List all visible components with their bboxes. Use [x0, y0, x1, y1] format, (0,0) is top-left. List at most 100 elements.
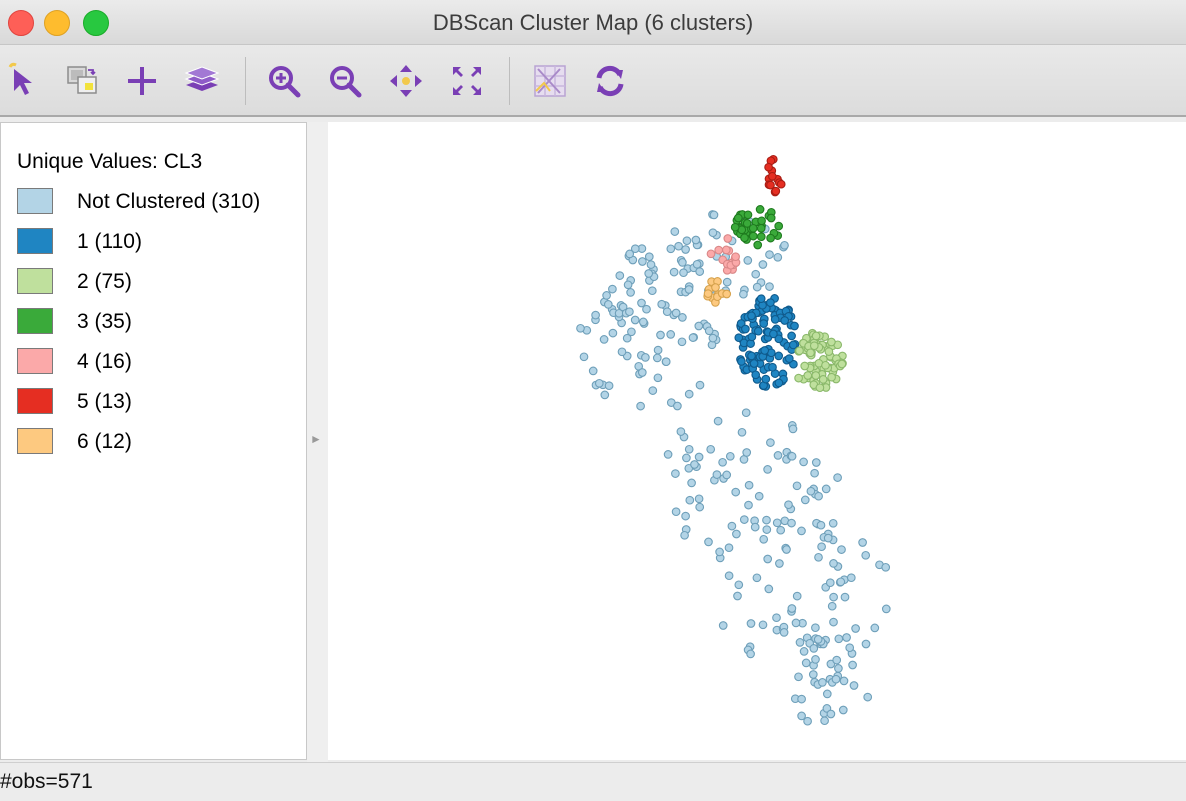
map-point-cluster-1[interactable] — [780, 316, 790, 325]
map-point-not-clustered[interactable] — [691, 235, 701, 245]
map-point-not-clustered[interactable] — [594, 378, 604, 388]
map-point-not-clustered[interactable] — [638, 317, 648, 327]
map-point-not-clustered[interactable] — [734, 580, 744, 590]
map-point-not-clustered[interactable] — [694, 321, 704, 331]
map-point-not-clustered[interactable] — [752, 282, 762, 292]
map-point-not-clustered[interactable] — [801, 658, 811, 668]
map-point-cluster-3[interactable] — [748, 231, 758, 241]
map-point-not-clustered[interactable] — [744, 500, 753, 510]
map-point-not-clustered[interactable] — [765, 250, 774, 259]
map-point-not-clustered[interactable] — [678, 313, 687, 322]
map-point-cluster-1[interactable] — [769, 329, 778, 339]
map-point-cluster-1[interactable] — [737, 357, 746, 366]
map-point-not-clustered[interactable] — [739, 289, 748, 299]
map-point-not-clustered[interactable] — [724, 571, 734, 581]
map-point-not-clustered[interactable] — [674, 241, 683, 251]
map-point-cluster-2[interactable] — [800, 361, 810, 371]
map-point-not-clustered[interactable] — [671, 308, 681, 318]
map-point-cluster-1[interactable] — [766, 298, 775, 307]
map-point-not-clustered[interactable] — [718, 621, 728, 630]
map-point-not-clustered[interactable] — [694, 494, 704, 504]
map-point-cluster-1[interactable] — [774, 351, 784, 361]
map-point-not-clustered[interactable] — [797, 694, 806, 704]
map-point-not-clustered[interactable] — [671, 469, 680, 478]
map-point-not-clustered[interactable] — [808, 670, 818, 679]
map-point-cluster-2[interactable] — [803, 371, 813, 380]
window-minimize-button[interactable] — [44, 10, 70, 36]
map-point-not-clustered[interactable] — [832, 655, 842, 665]
map-point-cluster-4[interactable] — [721, 245, 731, 255]
map-point-not-clustered[interactable] — [636, 401, 645, 411]
map-point-not-clustered[interactable] — [881, 562, 891, 572]
map-point-not-clustered[interactable] — [846, 573, 856, 583]
map-point-cluster-2[interactable] — [806, 348, 815, 358]
map-point-cluster-2[interactable] — [809, 341, 819, 351]
map-point-not-clustered[interactable] — [637, 298, 646, 308]
map-point-not-clustered[interactable] — [742, 448, 752, 457]
map-point-not-clustered[interactable] — [722, 277, 732, 287]
map-point-not-clustered[interactable] — [713, 416, 723, 426]
map-point-not-clustered[interactable] — [773, 451, 783, 460]
map-point-not-clustered[interactable] — [727, 521, 737, 531]
map-point-cluster-1[interactable] — [790, 321, 799, 331]
map-point-not-clustered[interactable] — [829, 559, 838, 568]
map-point-cluster-3[interactable] — [755, 205, 765, 214]
map-point-cluster-5[interactable] — [764, 162, 773, 172]
map-point-not-clustered[interactable] — [661, 357, 671, 367]
map-point-not-clustered[interactable] — [642, 304, 651, 314]
map-point-not-clustered[interactable] — [731, 487, 741, 497]
map-point-not-clustered[interactable] — [708, 228, 718, 238]
map-point-not-clustered[interactable] — [791, 618, 801, 628]
map-point-not-clustered[interactable] — [681, 245, 690, 254]
map-point-not-clustered[interactable] — [849, 681, 859, 690]
map-point-not-clustered[interactable] — [763, 554, 773, 564]
map-point-cluster-2[interactable] — [811, 371, 821, 380]
map-point-cluster-3[interactable] — [743, 210, 753, 220]
map-point-not-clustered[interactable] — [657, 299, 667, 309]
map-point-not-clustered[interactable] — [754, 491, 764, 501]
map-point-cluster-2[interactable] — [818, 375, 828, 384]
map-point-not-clustered[interactable] — [644, 269, 654, 278]
map-point-cluster-2[interactable] — [815, 383, 825, 393]
map-point-cluster-1[interactable] — [768, 362, 777, 372]
map-point-not-clustered[interactable] — [811, 655, 820, 664]
map-point-not-clustered[interactable] — [765, 282, 774, 291]
map-point-not-clustered[interactable] — [638, 257, 647, 266]
map-point-not-clustered[interactable] — [848, 660, 857, 670]
map-point-not-clustered[interactable] — [803, 716, 812, 726]
map-point-not-clustered[interactable] — [813, 635, 823, 644]
map-point-not-clustered[interactable] — [863, 692, 873, 702]
map-point-cluster-1[interactable] — [784, 354, 794, 363]
map-point-cluster-5[interactable] — [771, 186, 781, 196]
map-point-not-clustered[interactable] — [780, 240, 789, 250]
panel-splitter[interactable]: ► — [307, 122, 328, 762]
map-point-not-clustered[interactable] — [625, 307, 634, 317]
map-point-not-clustered[interactable] — [851, 624, 860, 633]
map-point-not-clustered[interactable] — [826, 659, 836, 669]
basemap-button[interactable] — [530, 61, 570, 101]
map-point-not-clustered[interactable] — [682, 236, 692, 246]
map-point-not-clustered[interactable] — [662, 307, 672, 317]
map-point-cluster-4[interactable] — [714, 245, 724, 255]
add-button[interactable] — [122, 61, 162, 101]
map-point-not-clustered[interactable] — [858, 538, 867, 547]
map-point-cluster-1[interactable] — [761, 374, 771, 384]
map-point-cluster-1[interactable] — [759, 319, 769, 328]
map-point-cluster-5[interactable] — [767, 171, 777, 181]
map-point-not-clustered[interactable] — [773, 252, 783, 262]
map-point-not-clustered[interactable] — [732, 529, 741, 539]
map-point-not-clustered[interactable] — [608, 328, 618, 338]
map-point-not-clustered[interactable] — [752, 573, 762, 583]
map-point-not-clustered[interactable] — [678, 258, 687, 267]
window-maximize-button[interactable] — [83, 10, 109, 36]
map-point-not-clustered[interactable] — [695, 380, 705, 390]
map-point-not-clustered[interactable] — [838, 705, 848, 715]
map-point-not-clustered[interactable] — [725, 451, 735, 461]
map-point-not-clustered[interactable] — [766, 438, 775, 447]
map-point-not-clustered[interactable] — [820, 716, 829, 726]
map-point-not-clustered[interactable] — [666, 330, 676, 339]
map-point-cluster-3[interactable] — [774, 221, 784, 231]
map-point-not-clustered[interactable] — [831, 674, 841, 684]
map-point-not-clustered[interactable] — [782, 545, 791, 554]
map-canvas[interactable] — [328, 122, 1186, 760]
